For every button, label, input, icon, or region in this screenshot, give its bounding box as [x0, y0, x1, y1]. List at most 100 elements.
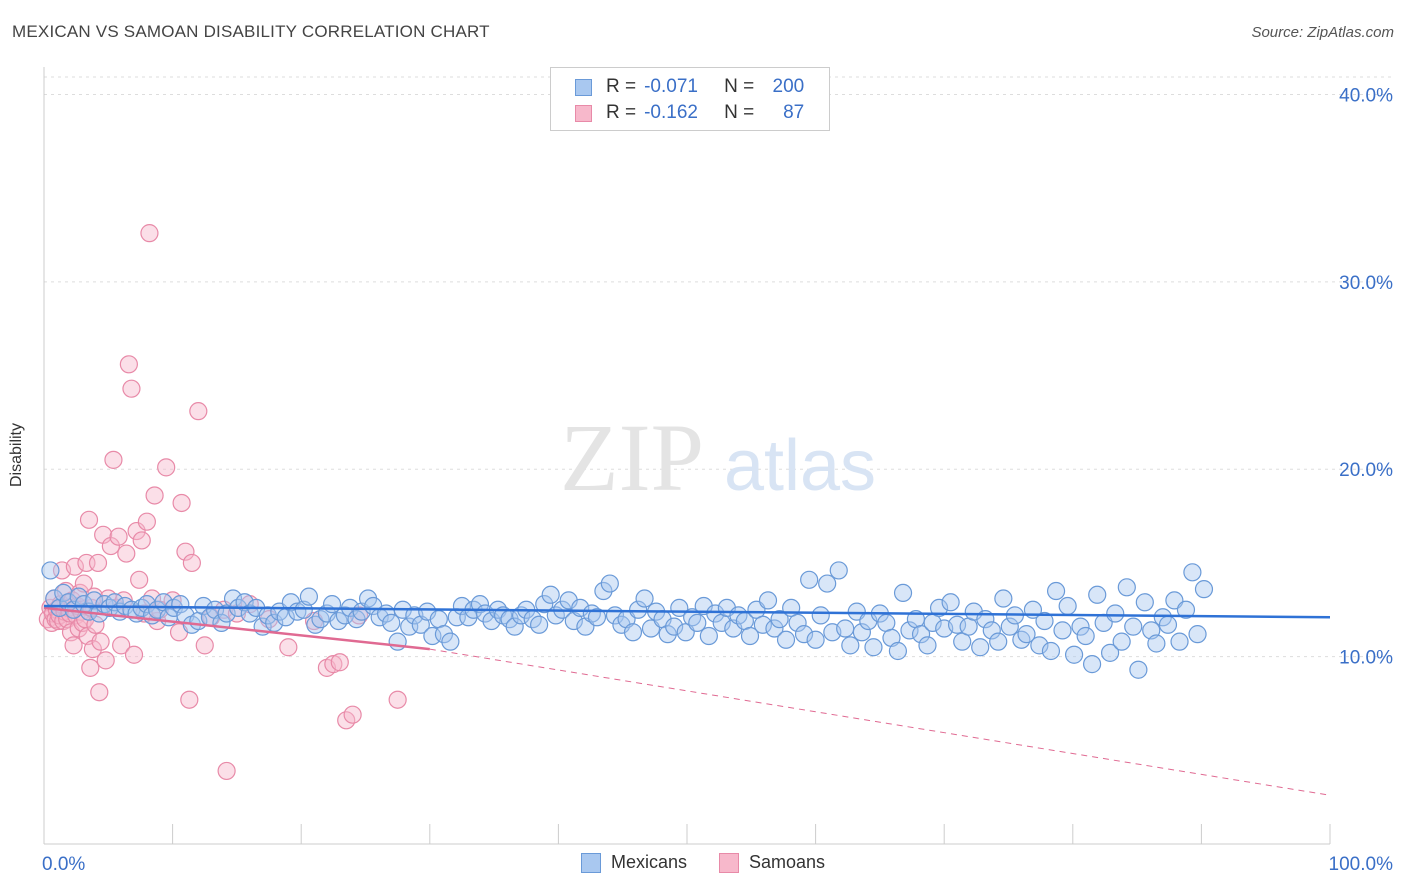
mexicans-point — [1117, 578, 1136, 597]
mexicans-point — [953, 632, 972, 651]
mexicans-point — [423, 626, 442, 646]
mexicans-points — [41, 561, 1214, 679]
mexicans-point — [658, 625, 677, 644]
mexicans-point — [776, 630, 796, 649]
mexicans-point — [1100, 643, 1120, 662]
mexicans-point — [1076, 626, 1095, 646]
mexicans-point — [1147, 634, 1166, 653]
mexicans-point — [1135, 593, 1154, 612]
mexicans-point — [800, 570, 819, 589]
samoans-point — [130, 570, 149, 589]
mexicans-point — [829, 561, 848, 580]
mexicans-point — [794, 625, 814, 644]
samoans-point — [117, 544, 136, 563]
legend-item-mexicans: Mexicans — [580, 852, 687, 873]
mexicans-point — [864, 638, 883, 657]
mexicans-point — [1041, 641, 1061, 661]
samoans-point — [388, 690, 407, 709]
samoans-point — [91, 632, 110, 651]
axes — [43, 67, 1331, 845]
mexicans-point — [893, 583, 913, 603]
mexicans-point — [41, 561, 60, 580]
y-tick-label: 30.0% — [1339, 273, 1393, 294]
samoans-point — [65, 557, 84, 576]
mexicans-swatch — [575, 78, 592, 96]
samoans-point — [182, 553, 201, 573]
chart-title: MEXICAN VS SAMOAN DISABILITY CORRELATION… — [12, 22, 490, 41]
samoans-point — [330, 653, 349, 672]
mexicans-point — [434, 625, 454, 644]
samoans-point — [279, 638, 298, 657]
samoans-point — [83, 640, 102, 659]
mexicans-point — [1035, 611, 1054, 631]
mexicans-point — [888, 641, 908, 661]
mexicans-trend-line — [43, 604, 1331, 619]
mexicans-point — [535, 595, 554, 614]
mexicans-point — [841, 636, 860, 655]
samoans-legend-swatch — [718, 852, 739, 873]
mexicans-point — [1071, 617, 1090, 636]
mexicans-point — [971, 638, 990, 657]
mexicans-point — [852, 623, 871, 642]
samoans-point — [176, 542, 195, 561]
mexicans-point — [1183, 563, 1202, 582]
mexicans-point — [635, 589, 654, 608]
mexicans-point — [929, 598, 949, 618]
mexicans-point — [836, 619, 855, 638]
mexicans-point — [1188, 625, 1207, 644]
mexicans-point — [1176, 600, 1196, 619]
samoans-point — [132, 531, 151, 550]
mexicans-point — [482, 611, 501, 631]
mexicans-point — [382, 613, 401, 632]
tick-labels: 10.0% 20.0% 30.0% 40.0% 0.0% 100.0% — [42, 85, 1393, 875]
mexicans-point — [1000, 617, 1019, 636]
x-tick-label: 100.0% — [1329, 854, 1394, 875]
mexicans-point — [911, 625, 931, 644]
mexicans-point — [505, 617, 524, 636]
legend-item-samoans: Samoans — [718, 852, 825, 873]
samoans-point — [124, 645, 144, 664]
legend-r-label: R = — [606, 102, 637, 123]
samoans-point — [145, 486, 164, 505]
mexicans-point — [629, 600, 648, 619]
legend-row-samoans: R = -0.162 N = 87 — [575, 101, 804, 125]
mexicans-point — [1017, 625, 1036, 644]
samoans-point — [119, 355, 138, 374]
samoans-point — [81, 658, 100, 677]
mexicans-point — [623, 623, 643, 642]
mexicans-point — [947, 615, 967, 634]
samoans-point — [195, 636, 214, 655]
mexicans-point — [530, 615, 549, 634]
samoans-point — [96, 651, 115, 670]
mexicans-point — [1106, 604, 1125, 623]
mexicans-legend-swatch — [580, 852, 601, 873]
mexicans-point — [587, 608, 607, 627]
mexicans-point — [1170, 632, 1189, 651]
watermark-zip: ZIP — [560, 404, 704, 511]
samoans-point — [343, 705, 362, 724]
mexicans-point — [571, 598, 590, 618]
samoans-trend-extension — [429, 648, 1331, 796]
samoans-point — [104, 450, 123, 469]
mexicans-point — [811, 606, 830, 625]
y-tick-label: 10.0% — [1339, 648, 1393, 669]
mexicans-point — [1112, 632, 1131, 651]
mexicans-point — [706, 604, 725, 623]
mexicans-point — [1129, 660, 1148, 679]
mexicans-point — [470, 595, 490, 614]
mexicans-point — [765, 619, 784, 638]
mexicans-point — [1124, 617, 1143, 636]
samoans-point — [90, 683, 109, 702]
samoans-points — [38, 224, 407, 781]
legend-row-mexicans: R = -0.071 N = 200 — [575, 75, 804, 99]
mexicans-point — [753, 615, 772, 634]
y-tick-label: 40.0% — [1339, 85, 1393, 106]
samoans-point — [140, 224, 159, 243]
series-legend: Mexicans Samoans — [0, 852, 1406, 873]
mexicans-point — [1030, 636, 1049, 655]
legend-r-value: -0.071 — [644, 76, 698, 97]
samoans-point — [324, 655, 343, 674]
legend-n-label: N = — [724, 76, 755, 97]
mexicans-point — [806, 630, 825, 649]
